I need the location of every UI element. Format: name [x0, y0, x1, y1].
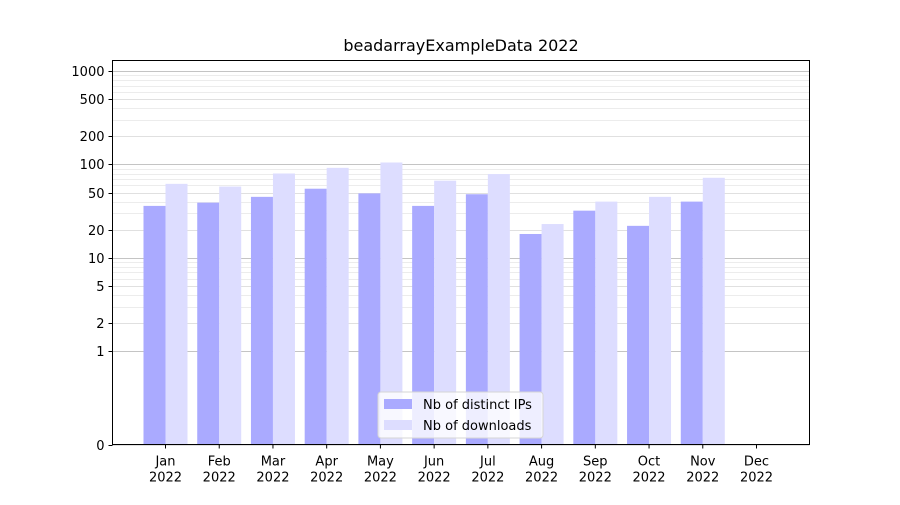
- chart-title: beadarrayExampleData 2022: [343, 36, 578, 55]
- y-tick-label: 2: [96, 317, 104, 332]
- bar-nb-of-downloads: [487, 174, 510, 445]
- bar-nb-of-distinct-ips: [197, 202, 220, 445]
- bar-nb-of-distinct-ips: [143, 205, 166, 445]
- x-tick-label: Jul 2022: [471, 455, 504, 486]
- bar-nb-of-distinct-ips: [465, 194, 488, 445]
- bar-nb-of-downloads: [541, 224, 564, 445]
- x-tick-label: Feb 2022: [203, 455, 236, 486]
- legend-swatch: [384, 399, 412, 409]
- bar-nb-of-distinct-ips: [304, 188, 327, 445]
- x-tick-label: Jan 2022: [149, 455, 182, 486]
- legend-label: Nb of distinct IPs: [423, 398, 532, 413]
- legend-box: [377, 391, 544, 439]
- x-tick-label: May 2022: [364, 455, 397, 486]
- bar-nb-of-downloads: [434, 180, 457, 445]
- axes: 0 1 2 5 10 20 50 100 200 500 1000 Jan 2022 Feb 2022 Mar…: [71, 65, 773, 486]
- bar-nb-of-downloads: [219, 186, 242, 445]
- x-tick-label: Apr 2022: [310, 455, 343, 486]
- x-tick-label: Aug 2022: [525, 455, 558, 486]
- y-tick-label: 5: [96, 280, 104, 295]
- bar-nb-of-downloads: [272, 173, 295, 445]
- legend-swatch: [384, 420, 412, 430]
- y-tick-label: 10: [88, 252, 105, 267]
- bar-nb-of-downloads: [165, 183, 188, 445]
- x-tick-label: Nov 2022: [686, 455, 719, 486]
- bar-nb-of-distinct-ips: [627, 225, 650, 445]
- y-tick-label: 500: [80, 93, 105, 108]
- plot-frame: [112, 60, 810, 445]
- bar-nb-of-distinct-ips: [358, 193, 381, 445]
- x-tick-label: Mar 2022: [256, 455, 289, 486]
- x-tick-label: Sep 2022: [579, 455, 612, 486]
- legend-label: Nb of downloads: [423, 419, 532, 434]
- y-tick-label: 1: [96, 345, 104, 360]
- bar-nb-of-downloads: [649, 196, 672, 445]
- bar-nb-of-distinct-ips: [573, 210, 596, 445]
- bar-nb-of-distinct-ips: [680, 201, 703, 445]
- y-tick-label: 50: [88, 187, 105, 202]
- y-tick-label: 200: [80, 130, 105, 145]
- bar-nb-of-distinct-ips: [250, 196, 273, 445]
- x-tick-label: Oct 2022: [632, 455, 665, 486]
- bars: [143, 162, 725, 445]
- y-tick-label: 1000: [71, 65, 104, 80]
- x-tick-label: Dec 2022: [740, 455, 773, 486]
- x-tick-label: Jun 2022: [418, 455, 451, 486]
- y-tick-label: 20: [88, 224, 105, 239]
- y-tick-label: 0: [96, 439, 104, 454]
- bar-nb-of-downloads: [702, 177, 725, 445]
- y-tick-label: 100: [80, 158, 105, 173]
- bar-nb-of-downloads: [380, 162, 403, 445]
- bar-nb-of-downloads: [326, 167, 349, 445]
- bar-nb-of-downloads: [595, 201, 618, 445]
- bar-nb-of-distinct-ips: [412, 205, 435, 445]
- legend: Nb of distinct IPs Nb of downloads: [377, 391, 544, 439]
